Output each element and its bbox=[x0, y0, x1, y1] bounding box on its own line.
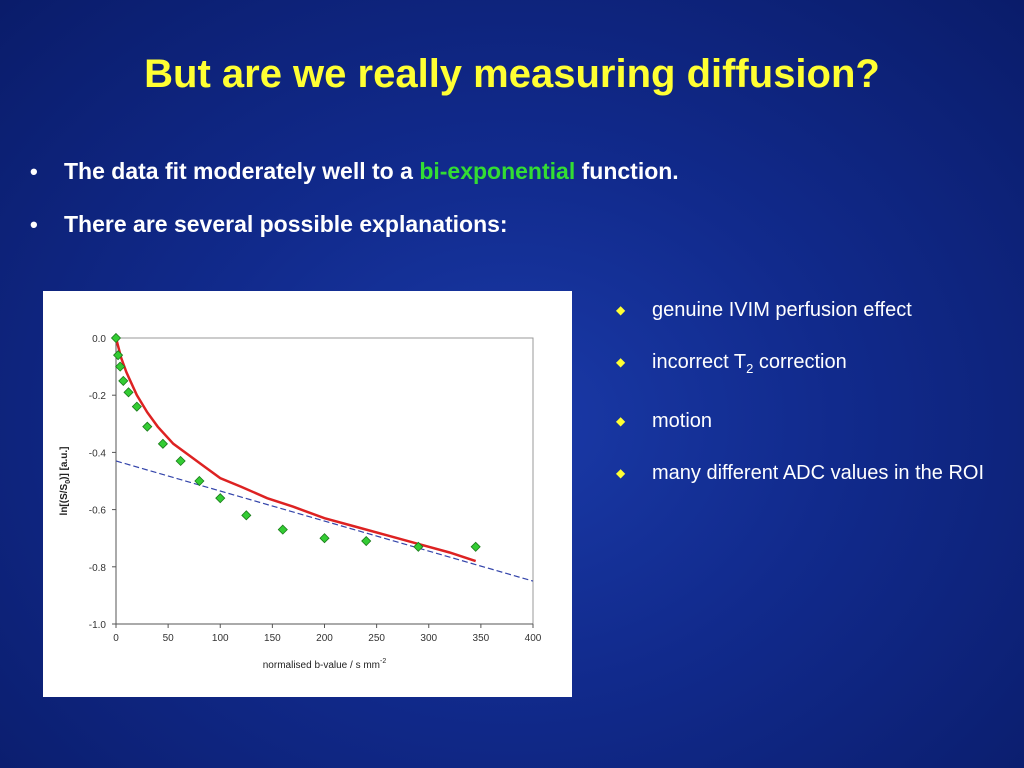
explanation-t2-post: correction bbox=[753, 351, 847, 373]
data-point bbox=[277, 524, 288, 535]
data-point bbox=[131, 401, 142, 412]
data-point bbox=[413, 541, 424, 552]
bullet-fit-pre: The data fit moderately well to a bbox=[64, 158, 420, 184]
data-point bbox=[241, 510, 252, 521]
bi-exponential-fit-curve bbox=[114, 337, 477, 563]
bullet-fit-post: function. bbox=[575, 158, 679, 184]
data-point bbox=[215, 493, 226, 504]
diamond-icon: ◆ bbox=[616, 414, 626, 428]
x-tick-label: 300 bbox=[420, 633, 437, 644]
x-axis-label: normalised b-value / s mm-2 bbox=[263, 658, 387, 671]
data-point bbox=[319, 533, 330, 544]
data-point bbox=[142, 421, 153, 432]
data-point bbox=[175, 455, 186, 467]
bi-exponential-highlight: bi-exponential bbox=[419, 158, 576, 184]
x-tick-label: 0 bbox=[113, 633, 119, 644]
x-tick-label: 350 bbox=[473, 633, 490, 644]
plot-area bbox=[115, 337, 534, 625]
explanation-t2: ◆ incorrect T2 correction bbox=[614, 349, 1004, 382]
explanation-list: ◆ genuine IVIM perfusion effect ◆ incorr… bbox=[614, 297, 1004, 512]
explanation-ivim: ◆ genuine IVIM perfusion effect bbox=[614, 297, 1004, 323]
y-tick-label: -1.0 bbox=[89, 620, 107, 631]
data-point bbox=[470, 541, 481, 552]
diamond-icon: ◆ bbox=[616, 355, 626, 369]
bullet-list: • The data fit moderately well to a bi-e… bbox=[30, 156, 679, 262]
x-tick-label: 100 bbox=[212, 633, 229, 644]
y-tick-label: 0.0 bbox=[92, 334, 106, 345]
data-point bbox=[113, 350, 124, 361]
data-point bbox=[123, 387, 134, 398]
data-point bbox=[118, 375, 129, 386]
data-point bbox=[194, 475, 205, 487]
x-tick-label: 400 bbox=[525, 633, 542, 644]
explanation-adc-text: many different ADC values in the ROI bbox=[652, 462, 985, 484]
x-tick-label: 200 bbox=[316, 633, 333, 644]
bullet-glyph: • bbox=[30, 212, 38, 237]
data-point bbox=[115, 361, 126, 372]
bullet-glyph: • bbox=[30, 159, 38, 184]
data-point bbox=[110, 332, 122, 344]
bullet-fit-text: The data fit moderately well to a bi-exp… bbox=[64, 156, 679, 186]
chart-svg: 0 50 100 150 200 250 300 350 400 0.0 -0.2 -0.4 -0.6 -… bbox=[59, 332, 542, 671]
bullet-explanations: • There are several possible explanation… bbox=[30, 209, 679, 240]
x-tick-label: 50 bbox=[163, 633, 175, 644]
diamond-icon: ◆ bbox=[616, 303, 626, 317]
explanation-motion: ◆ motion bbox=[614, 408, 1004, 434]
slide-title: But are we really measuring diffusion? bbox=[144, 52, 880, 96]
y-axis-label: ln[(S/S0)] [a.u.] bbox=[59, 447, 72, 516]
bullet-fit: • The data fit moderately well to a bi-e… bbox=[30, 156, 679, 187]
explanation-t2-text: incorrect T2 correction bbox=[652, 349, 847, 382]
explanation-t2-pre: incorrect T bbox=[652, 351, 747, 373]
explanation-adc: ◆ many different ADC values in the ROI bbox=[614, 460, 1004, 486]
y-tick-label: -0.2 bbox=[89, 391, 107, 402]
chart-panel: 0 50 100 150 200 250 300 350 400 0.0 -0.2 -0.4 -0.6 -… bbox=[43, 291, 572, 697]
y-tick-label: -0.4 bbox=[89, 448, 107, 459]
x-tick-label: 150 bbox=[264, 633, 281, 644]
x-tick-label: 250 bbox=[368, 633, 385, 644]
y-tick-label: -0.6 bbox=[89, 506, 107, 517]
explanation-motion-text: motion bbox=[652, 410, 713, 432]
bullet-explanations-text: There are several possible explanations: bbox=[64, 211, 508, 237]
mono-exponential-fit-line bbox=[115, 460, 534, 582]
explanation-t2-sub: 2 bbox=[746, 361, 754, 376]
data-point bbox=[157, 438, 168, 449]
explanation-ivim-text: genuine IVIM perfusion effect bbox=[652, 299, 912, 321]
data-point bbox=[361, 535, 372, 547]
diamond-icon: ◆ bbox=[616, 466, 626, 480]
y-tick-label: -0.8 bbox=[89, 563, 107, 574]
